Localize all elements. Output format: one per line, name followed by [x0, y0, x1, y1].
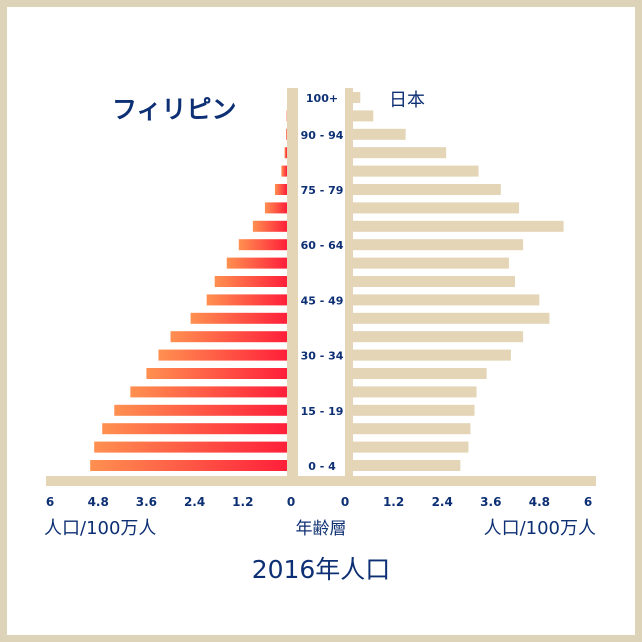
japan-bar: [353, 312, 550, 324]
right-axis-tick: 1.2: [383, 495, 404, 509]
left-axis-label: 人口/100万人: [44, 518, 156, 539]
japan-bar: [353, 404, 475, 416]
japan-bar: [353, 92, 361, 103]
philippines-series-label: フィリピン: [112, 95, 237, 124]
right-axis-tick: 0: [341, 495, 349, 509]
age-group-labels: 0 - 4 15 - 19 30 - 34 45 - 49 60 - 64 75 - 79…: [301, 92, 344, 473]
philippines-bar: [238, 239, 287, 251]
base-bar: [46, 476, 596, 486]
japan-bar: [353, 202, 520, 214]
philippines-bar: [190, 312, 287, 324]
philippines-bar: [114, 404, 288, 416]
age-group-label: 45 - 49: [301, 294, 344, 307]
japan-bar: [353, 239, 524, 251]
right-axis-label: 人口/100万人: [484, 518, 596, 539]
right-axis-tick: 6: [584, 495, 592, 509]
japan-bar: [353, 441, 469, 453]
philippines-bar: [94, 441, 287, 453]
philippines-bar: [252, 220, 287, 232]
right-axis-tick: 3.6: [480, 495, 501, 509]
japan-bar: [353, 386, 477, 398]
age-group-label: 0 - 4: [308, 460, 336, 473]
philippines-bar: [158, 349, 287, 361]
japan-bars: [353, 92, 564, 471]
japan-bar: [353, 294, 540, 306]
philippines-bar: [102, 423, 287, 435]
philippines-bar: [130, 386, 287, 398]
philippines-bars: [90, 110, 288, 471]
age-group-label: 75 - 79: [301, 184, 344, 197]
left-axis-tick: 0: [287, 495, 295, 509]
left-axis-tick: 6: [46, 495, 54, 509]
philippines-bar: [214, 276, 287, 287]
philippines-bar: [286, 128, 287, 140]
right-axis-tick: 4.8: [529, 495, 550, 509]
age-group-label: 60 - 64: [301, 239, 344, 252]
japan-bar: [353, 349, 511, 361]
right-axis-tick: 2.4: [432, 495, 453, 509]
chart-title: 2016年人口: [252, 555, 391, 584]
japan-series-label: 日本: [389, 90, 425, 111]
japan-bar: [353, 147, 447, 159]
japan-bar: [353, 220, 564, 232]
philippines-bar: [170, 331, 287, 343]
center-axis-label: 年齢層: [296, 519, 347, 539]
age-group-label: 30 - 34: [301, 350, 344, 363]
philippines-bar: [274, 184, 287, 195]
japan-bar: [353, 257, 509, 269]
left-axis-tick: 1.2: [232, 495, 253, 509]
japan-bar: [353, 184, 501, 195]
japan-bar: [353, 110, 374, 122]
japan-bar: [353, 165, 479, 177]
philippines-bar: [206, 294, 287, 306]
philippines-bar: [284, 147, 287, 159]
right-axis-ticks: 0 1.2 2.4 3.6 4.8 6: [341, 495, 592, 509]
age-group-label: 100+: [306, 92, 338, 105]
left-axis-ticks: 6 4.8 3.6 2.4 1.2 0: [46, 495, 295, 509]
japan-bar: [353, 276, 515, 287]
japan-bar: [353, 423, 471, 435]
philippines-bar: [264, 202, 287, 214]
age-group-label: 90 - 94: [301, 129, 344, 142]
philippines-bar: [90, 460, 287, 471]
japan-bar: [353, 331, 524, 343]
japan-bar: [353, 128, 406, 140]
japan-bar: [353, 368, 487, 379]
philippines-bar: [226, 257, 287, 269]
age-column-right-rail: [345, 88, 353, 476]
philippines-bar: [281, 165, 287, 177]
age-group-label: 15 - 19: [301, 405, 344, 418]
age-column-left-rail: [287, 88, 298, 476]
philippines-bar: [146, 368, 287, 379]
left-axis-tick: 3.6: [136, 495, 157, 509]
left-axis-tick: 2.4: [184, 495, 205, 509]
left-axis-tick: 4.8: [88, 495, 109, 509]
japan-bar: [353, 460, 461, 471]
